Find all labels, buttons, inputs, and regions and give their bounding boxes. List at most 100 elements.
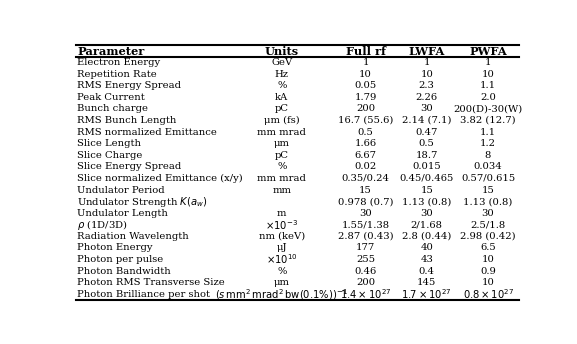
Text: Repetition Rate: Repetition Rate [77, 70, 158, 79]
Text: $(s\,\mathrm{mm}^2\,\mathrm{mrad}^2\,\mathrm{bw}(0.1\%))^{-1}$: $(s\,\mathrm{mm}^2\,\mathrm{mrad}^2\,\ma… [215, 287, 349, 302]
Text: Photon RMS Transverse Size: Photon RMS Transverse Size [77, 278, 225, 287]
Text: 1.13 (0.8): 1.13 (0.8) [463, 197, 513, 206]
Text: 2/1.68: 2/1.68 [411, 220, 443, 229]
Text: 10: 10 [482, 255, 494, 264]
Text: 145: 145 [417, 278, 436, 287]
Text: 30: 30 [482, 209, 494, 218]
Text: kA: kA [275, 93, 288, 102]
Text: mm: mm [272, 185, 291, 194]
Text: 0.45/0.465: 0.45/0.465 [399, 174, 454, 183]
Text: 6.5: 6.5 [480, 244, 496, 252]
Text: 10: 10 [482, 278, 494, 287]
Text: mm mrad: mm mrad [257, 174, 306, 183]
Text: 0.4: 0.4 [419, 267, 434, 276]
Text: pC: pC [275, 151, 288, 160]
Text: 15: 15 [359, 185, 372, 194]
Text: 8: 8 [485, 151, 491, 160]
Text: Slice normalized Emittance (x/y): Slice normalized Emittance (x/y) [77, 174, 243, 183]
Text: $1.7\times10^{27}$: $1.7\times10^{27}$ [402, 287, 452, 301]
Text: %: % [277, 162, 286, 171]
Text: pC: pC [275, 105, 288, 114]
Text: 15: 15 [420, 185, 433, 194]
Text: 2.14 (7.1): 2.14 (7.1) [402, 116, 451, 125]
Text: 1.13 (0.8): 1.13 (0.8) [402, 197, 451, 206]
Text: 0.5: 0.5 [419, 139, 434, 148]
Text: 200: 200 [356, 278, 375, 287]
Text: $0.8\times10^{27}$: $0.8\times10^{27}$ [463, 287, 514, 301]
Text: 0.978 (0.7): 0.978 (0.7) [338, 197, 394, 206]
Text: Photon Energy: Photon Energy [77, 244, 153, 252]
Text: Bunch charge: Bunch charge [77, 105, 148, 114]
Text: nm (keV): nm (keV) [258, 232, 305, 241]
Text: μm: μm [273, 278, 290, 287]
Text: Units: Units [265, 45, 299, 56]
Text: 10: 10 [420, 70, 433, 79]
Text: Slice Length: Slice Length [77, 139, 141, 148]
Text: 1.2: 1.2 [480, 139, 496, 148]
Text: 1: 1 [485, 58, 491, 67]
Text: μm (fs): μm (fs) [264, 116, 299, 125]
Text: Undulator Length: Undulator Length [77, 209, 168, 218]
Text: μJ: μJ [276, 244, 287, 252]
Text: 0.5: 0.5 [358, 128, 373, 137]
Text: Hz: Hz [275, 70, 288, 79]
Text: 2.87 (0.43): 2.87 (0.43) [338, 232, 394, 241]
Text: 2.5/1.8: 2.5/1.8 [470, 220, 505, 229]
Text: 2.8 (0.44): 2.8 (0.44) [402, 232, 451, 241]
Text: Slice Energy Spread: Slice Energy Spread [77, 162, 182, 171]
Text: PWFA: PWFA [469, 45, 507, 56]
Text: 0.57/0.615: 0.57/0.615 [461, 174, 515, 183]
Text: RMS Bunch Length: RMS Bunch Length [77, 116, 177, 125]
Text: Parameter: Parameter [77, 45, 145, 56]
Text: 1.1: 1.1 [480, 128, 496, 137]
Text: 30: 30 [359, 209, 372, 218]
Text: 30: 30 [420, 105, 433, 114]
Text: 40: 40 [420, 244, 433, 252]
Text: 6.67: 6.67 [354, 151, 377, 160]
Text: 177: 177 [356, 244, 375, 252]
Text: 18.7: 18.7 [415, 151, 438, 160]
Text: $\rho$ (1D/3D): $\rho$ (1D/3D) [77, 218, 128, 232]
Text: %: % [277, 81, 286, 90]
Text: 2.26: 2.26 [415, 93, 438, 102]
Text: 15: 15 [482, 185, 494, 194]
Text: 200(D)-30(W): 200(D)-30(W) [454, 105, 523, 114]
Text: 255: 255 [356, 255, 375, 264]
Text: 0.46: 0.46 [354, 267, 377, 276]
Text: 2.0: 2.0 [480, 93, 496, 102]
Text: 1: 1 [424, 58, 430, 67]
Text: Electron Energy: Electron Energy [77, 58, 160, 67]
Text: 30: 30 [420, 209, 433, 218]
Text: 0.02: 0.02 [354, 162, 377, 171]
Text: Undulator Strength $K(a_w)$: Undulator Strength $K(a_w)$ [77, 195, 208, 208]
Text: 2.3: 2.3 [419, 81, 434, 90]
Text: Peak Current: Peak Current [77, 93, 145, 102]
Text: $\times10^{-3}$: $\times10^{-3}$ [265, 218, 298, 232]
Text: GeV: GeV [271, 58, 293, 67]
Text: Photon Brilliance per shot: Photon Brilliance per shot [77, 290, 211, 299]
Text: $\times10^{10}$: $\times10^{10}$ [266, 252, 298, 266]
Text: %: % [277, 267, 286, 276]
Text: 0.35/0.24: 0.35/0.24 [342, 174, 389, 183]
Text: 10: 10 [359, 70, 372, 79]
Text: 0.015: 0.015 [413, 162, 441, 171]
Text: 1.79: 1.79 [354, 93, 377, 102]
Text: 0.034: 0.034 [474, 162, 503, 171]
Text: 10: 10 [482, 70, 494, 79]
Text: μm: μm [273, 139, 290, 148]
Text: Photon per pulse: Photon per pulse [77, 255, 164, 264]
Text: 3.82 (12.7): 3.82 (12.7) [460, 116, 516, 125]
Text: 16.7 (55.6): 16.7 (55.6) [338, 116, 393, 125]
Text: 0.05: 0.05 [354, 81, 377, 90]
Text: 2.98 (0.42): 2.98 (0.42) [460, 232, 516, 241]
Text: RMS normalized Emittance: RMS normalized Emittance [77, 128, 218, 137]
Text: Undulator Period: Undulator Period [77, 185, 165, 194]
Text: 200: 200 [356, 105, 375, 114]
Text: LWFA: LWFA [409, 45, 445, 56]
Text: 43: 43 [420, 255, 433, 264]
Text: m: m [277, 209, 287, 218]
Text: 1.1: 1.1 [480, 81, 496, 90]
Text: $1.4\times10^{27}$: $1.4\times10^{27}$ [340, 287, 391, 301]
Text: Slice Charge: Slice Charge [77, 151, 143, 160]
Text: 1.66: 1.66 [354, 139, 377, 148]
